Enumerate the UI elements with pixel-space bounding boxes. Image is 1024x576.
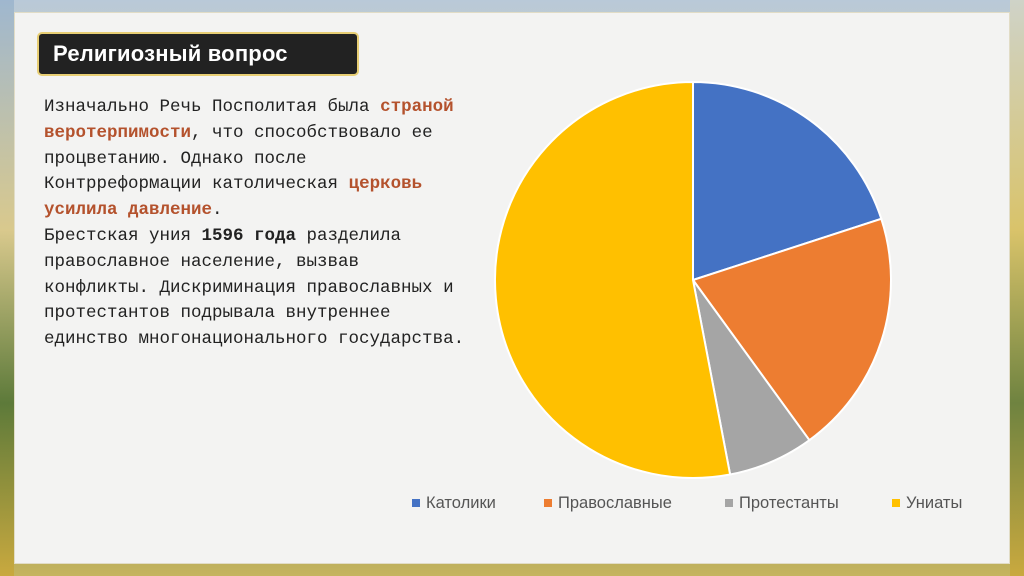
legend-swatch bbox=[412, 498, 420, 507]
legend-swatch bbox=[725, 498, 733, 507]
slice-uniates bbox=[494, 80, 732, 479]
legend-item-orthodox: Православные bbox=[544, 494, 672, 513]
legend-label: Католики bbox=[426, 494, 496, 512]
background-left bbox=[0, 0, 14, 576]
text-segment: , что способствовало ее процветанию. Одн… bbox=[44, 122, 433, 195]
legend-label: Униаты bbox=[906, 494, 963, 512]
title-banner: Религиозный вопрос bbox=[37, 32, 359, 76]
text-segment: Брестская уния bbox=[44, 225, 202, 246]
slice-orthodox bbox=[691, 217, 892, 442]
legend-item-catholics: Католики bbox=[412, 494, 496, 513]
highlight-year: 1596 года bbox=[201, 225, 297, 246]
body-paragraph: Изначально Речь Посполитая была страной … bbox=[44, 95, 474, 353]
legend-swatch bbox=[544, 498, 552, 507]
text-segment: . bbox=[212, 200, 223, 221]
legend-swatch bbox=[892, 498, 900, 507]
highlight-tolerance: страной веротерпимости bbox=[44, 97, 454, 143]
background-right bbox=[1010, 0, 1024, 576]
legend-label: Протестанты bbox=[739, 494, 839, 512]
slice-catholics bbox=[692, 80, 883, 282]
text-segment: разделила православное население, вызвав… bbox=[44, 225, 465, 350]
legend-item-protestants: Протестанты bbox=[725, 494, 839, 513]
highlight-pressure: церковь усилила давление bbox=[44, 174, 423, 221]
slide-title: Религиозный вопрос bbox=[53, 41, 288, 66]
legend-item-uniates: Униаты bbox=[892, 494, 962, 513]
text-segment: Изначально Речь Посполитая была bbox=[44, 97, 381, 117]
legend-label: Православные bbox=[558, 494, 672, 512]
